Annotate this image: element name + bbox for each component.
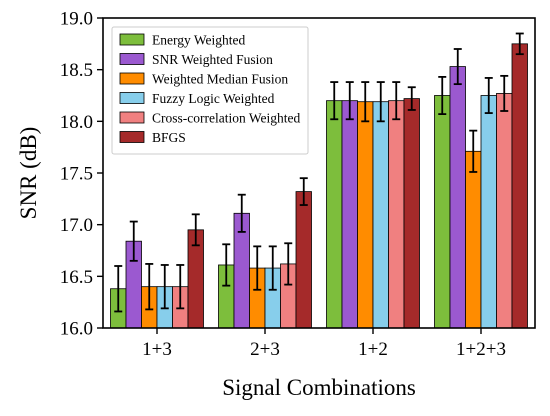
- error-bar: [438, 76, 447, 115]
- error-bar: [330, 81, 339, 121]
- bar-weighted-median-fusion-1p2: [357, 101, 374, 329]
- legend-label: Fuzzy Logic Weighted: [152, 91, 275, 106]
- y-axis-ticks: 16.0 16.5 17.0 17.5 18.0 18.5 19.0: [60, 9, 103, 340]
- x-axis-ticks: 1+3 2+3 1+2 1+2+3: [142, 328, 506, 360]
- y-tick-label: 18.0: [60, 112, 93, 133]
- y-tick-label: 16.0: [60, 319, 93, 340]
- x-tick-label: 1+3: [142, 339, 172, 360]
- legend-swatch: [119, 131, 145, 143]
- legend-item: BFGS: [119, 130, 186, 145]
- error-bar: [453, 48, 462, 86]
- error-bar: [515, 32, 524, 56]
- error-bar: [191, 213, 200, 247]
- y-axis-label: SNR (dB): [16, 127, 41, 220]
- error-bar: [160, 264, 169, 310]
- legend-frame: [111, 26, 309, 155]
- error-bar: [114, 265, 123, 313]
- error-bar: [376, 81, 385, 123]
- bar-snr-weighted-fusion-1p2: [341, 100, 358, 329]
- legend-label: Energy Weighted: [152, 33, 246, 48]
- bar-cross-correlation-weighted-1p2p3: [496, 93, 513, 329]
- error-bar: [284, 242, 293, 286]
- bar-snr-weighted-fusion-1p2p3: [449, 66, 466, 329]
- bar-fuzzy-logic-weighted-1p2p3: [480, 95, 497, 329]
- y-tick-label: 18.5: [60, 60, 93, 81]
- bar-bfgs-1p2: [403, 98, 420, 329]
- bar-bfgs-2p3: [295, 191, 312, 329]
- y-tick-label: 16.5: [60, 267, 93, 288]
- error-bar: [145, 263, 154, 311]
- error-bar: [500, 74, 509, 112]
- error-bar: [361, 81, 370, 123]
- bar-cross-correlation-weighted-1p2: [388, 100, 405, 329]
- legend-item: Cross-correlation Weighted: [119, 111, 300, 126]
- error-bar: [407, 86, 416, 111]
- legend: Energy Weighted SNR Weighted Fusion Weight…: [111, 26, 309, 155]
- bar-weighted-median-fusion-1p2p3: [465, 150, 482, 329]
- error-bar: [469, 129, 478, 173]
- legend-swatch: [119, 111, 145, 124]
- error-bar: [268, 245, 277, 291]
- x-tick-label: 1+2+3: [456, 339, 506, 360]
- legend-label: Weighted Median Fusion: [152, 72, 288, 87]
- error-bar: [222, 243, 231, 287]
- bars-layer: [110, 43, 528, 329]
- bar-energy-weighted-1p2p3: [434, 95, 451, 329]
- y-tick-label: 17.0: [60, 215, 93, 236]
- y-tick-label: 19.0: [60, 9, 93, 30]
- error-bar: [253, 245, 262, 291]
- legend-item: Weighted Median Fusion: [119, 72, 288, 87]
- error-bar: [129, 220, 138, 262]
- x-tick-label: 1+2: [358, 339, 388, 360]
- error-bar: [392, 81, 401, 121]
- legend-swatch: [119, 72, 145, 85]
- legend-item: SNR Weighted Fusion: [119, 52, 273, 67]
- legend-label: SNR Weighted Fusion: [152, 52, 273, 67]
- bar-energy-weighted-1p2: [326, 100, 343, 329]
- bar-fuzzy-logic-weighted-1p2: [372, 101, 389, 329]
- legend-item: Fuzzy Logic Weighted: [119, 91, 275, 106]
- error-bar: [345, 81, 354, 121]
- legend-swatch: [119, 33, 145, 46]
- legend-item: Energy Weighted: [119, 33, 246, 48]
- legend-label: Cross-correlation Weighted: [152, 111, 300, 126]
- x-axis-label: Signal Combinations: [222, 375, 416, 400]
- x-tick-label: 2+3: [250, 339, 280, 360]
- bar-bfgs-1p2p3: [511, 43, 528, 329]
- error-bar: [176, 264, 185, 310]
- error-bar: [299, 177, 308, 206]
- y-tick-label: 17.5: [60, 164, 93, 185]
- legend-label: BFGS: [152, 130, 186, 145]
- legend-swatch: [119, 92, 145, 104]
- error-bar: [484, 77, 493, 114]
- legend-swatch: [119, 53, 145, 65]
- error-bars-layer: [114, 32, 524, 313]
- error-bar: [237, 193, 246, 233]
